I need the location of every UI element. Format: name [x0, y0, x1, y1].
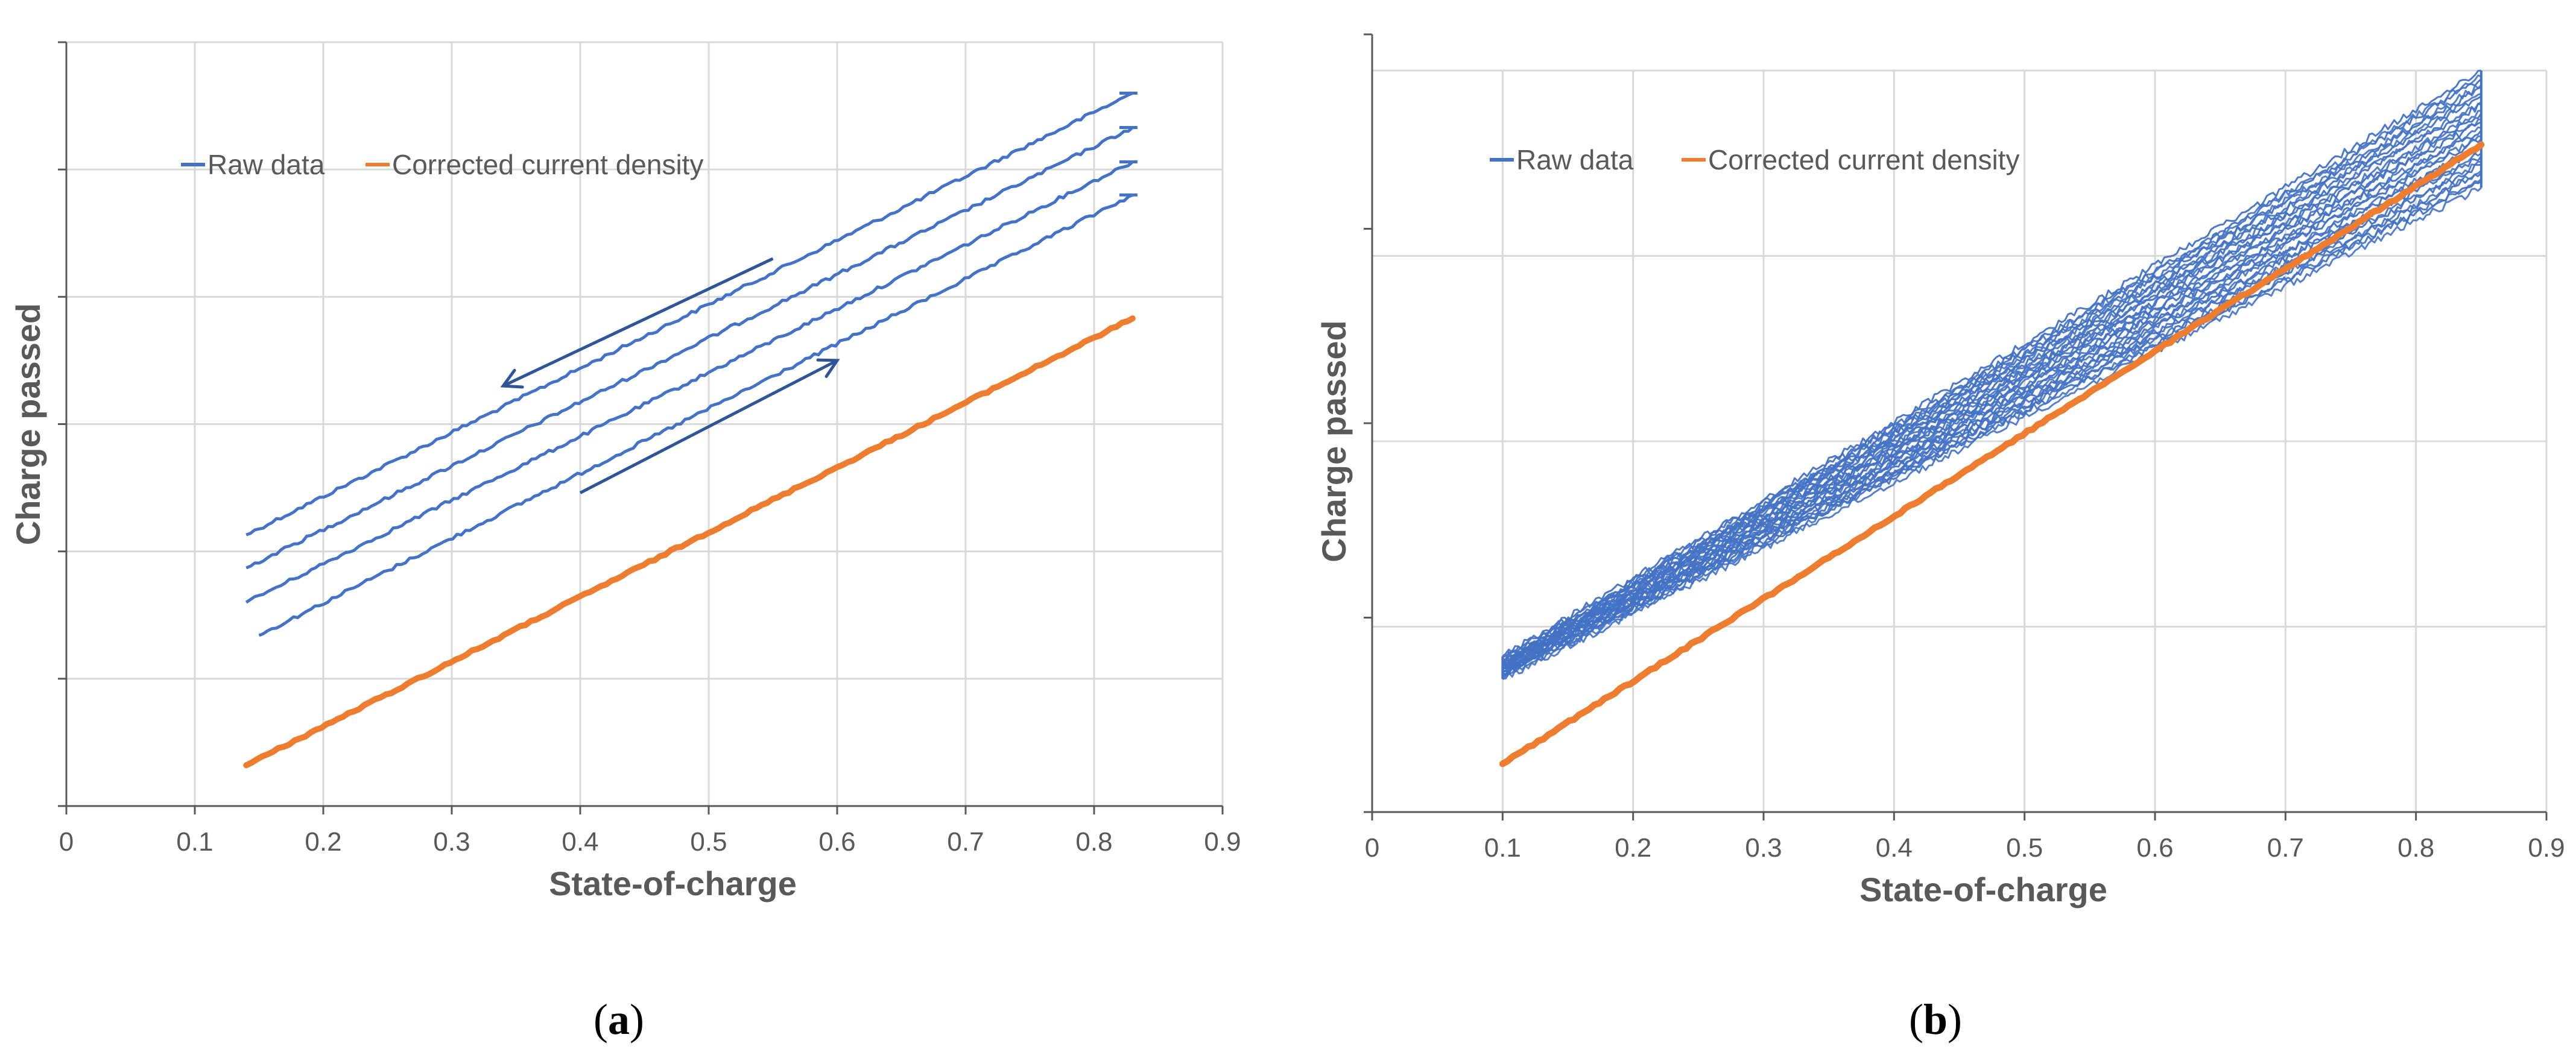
x-tick-label: 0.7	[2267, 833, 2304, 863]
panel-label: (b)	[1909, 995, 1962, 1044]
panel-b: 0 0.1 0.2 0.3 0.4 0.5 0.6 0.7 0.8 0.9 State-of-cha…	[1315, 33, 2565, 1044]
x-tick-label: 0	[1365, 833, 1379, 863]
series-raw-line	[1502, 178, 2482, 679]
series-raw-line	[245, 160, 1134, 604]
x-tick-label: 0.6	[2136, 833, 2173, 863]
panel-label: (a)	[593, 995, 644, 1044]
series-raw-line	[245, 126, 1134, 570]
series-raw-line	[1502, 69, 2481, 657]
x-tick-label: 0.4	[562, 827, 598, 857]
x-tick-label: 0.1	[176, 827, 213, 857]
x-tick-label: 0.5	[690, 827, 727, 857]
legend-label-corrected: Corrected current density	[1708, 144, 2019, 175]
x-tick-label: 0	[59, 827, 74, 857]
series-raw-line	[1502, 135, 2481, 673]
x-tick-label: 0.8	[1075, 827, 1112, 857]
x-tick-label: 0.2	[305, 827, 341, 857]
legend-label-corrected: Corrected current density	[392, 149, 703, 180]
x-tick-label: 0.6	[818, 827, 855, 857]
series-raw-line	[1502, 74, 2482, 664]
x-tick-label: 0.2	[1615, 833, 1651, 863]
y-axis-title: Charge passed	[1315, 320, 1353, 562]
x-axis-title: State-of-charge	[549, 864, 797, 902]
legend: Raw data Corrected current density	[181, 149, 703, 180]
x-tick-label: 0.4	[1876, 833, 1913, 863]
series-corrected-line	[243, 315, 1136, 769]
x-tick-label: 0.7	[947, 827, 984, 857]
series-corrected-line	[1499, 141, 2485, 767]
panel-a: 0 0.1 0.2 0.3 0.4 0.5 0.6 0.7 0.8 0.9 State-of-cha…	[9, 41, 1241, 1044]
direction-arrow-charge	[579, 359, 838, 494]
series-raw-line	[258, 194, 1133, 637]
series-raw-line	[1502, 118, 2481, 670]
direction-arrow-discharge	[502, 257, 774, 388]
series-raw-line	[245, 92, 1133, 537]
x-tick-label: 0.3	[433, 827, 470, 857]
direction-arrowhead-discharge	[500, 368, 524, 389]
x-tick-label: 0.1	[1484, 833, 1521, 863]
x-tick-label: 0.9	[1204, 827, 1241, 857]
x-tick-label: 0.5	[2006, 833, 2043, 863]
series-raw-line	[1502, 92, 2482, 666]
series-raw-line	[1502, 152, 2482, 676]
x-tick-label: 0.8	[2397, 833, 2434, 863]
x-axis-title: State-of-charge	[1859, 871, 2107, 909]
legend: Raw data Corrected current density	[1490, 144, 2019, 175]
legend-label-raw: Raw data	[1516, 144, 1634, 175]
series-raw-line	[1502, 187, 2482, 680]
y-axis-title: Charge passed	[9, 303, 47, 546]
legend-label-raw: Raw data	[207, 149, 325, 180]
x-tick-label: 0.3	[1745, 833, 1782, 863]
x-tick-label: 0.9	[2528, 833, 2565, 863]
direction-arrowhead-charge	[816, 358, 840, 378]
series-raw-line	[1502, 84, 2482, 664]
series-raw-line	[1502, 110, 2481, 669]
